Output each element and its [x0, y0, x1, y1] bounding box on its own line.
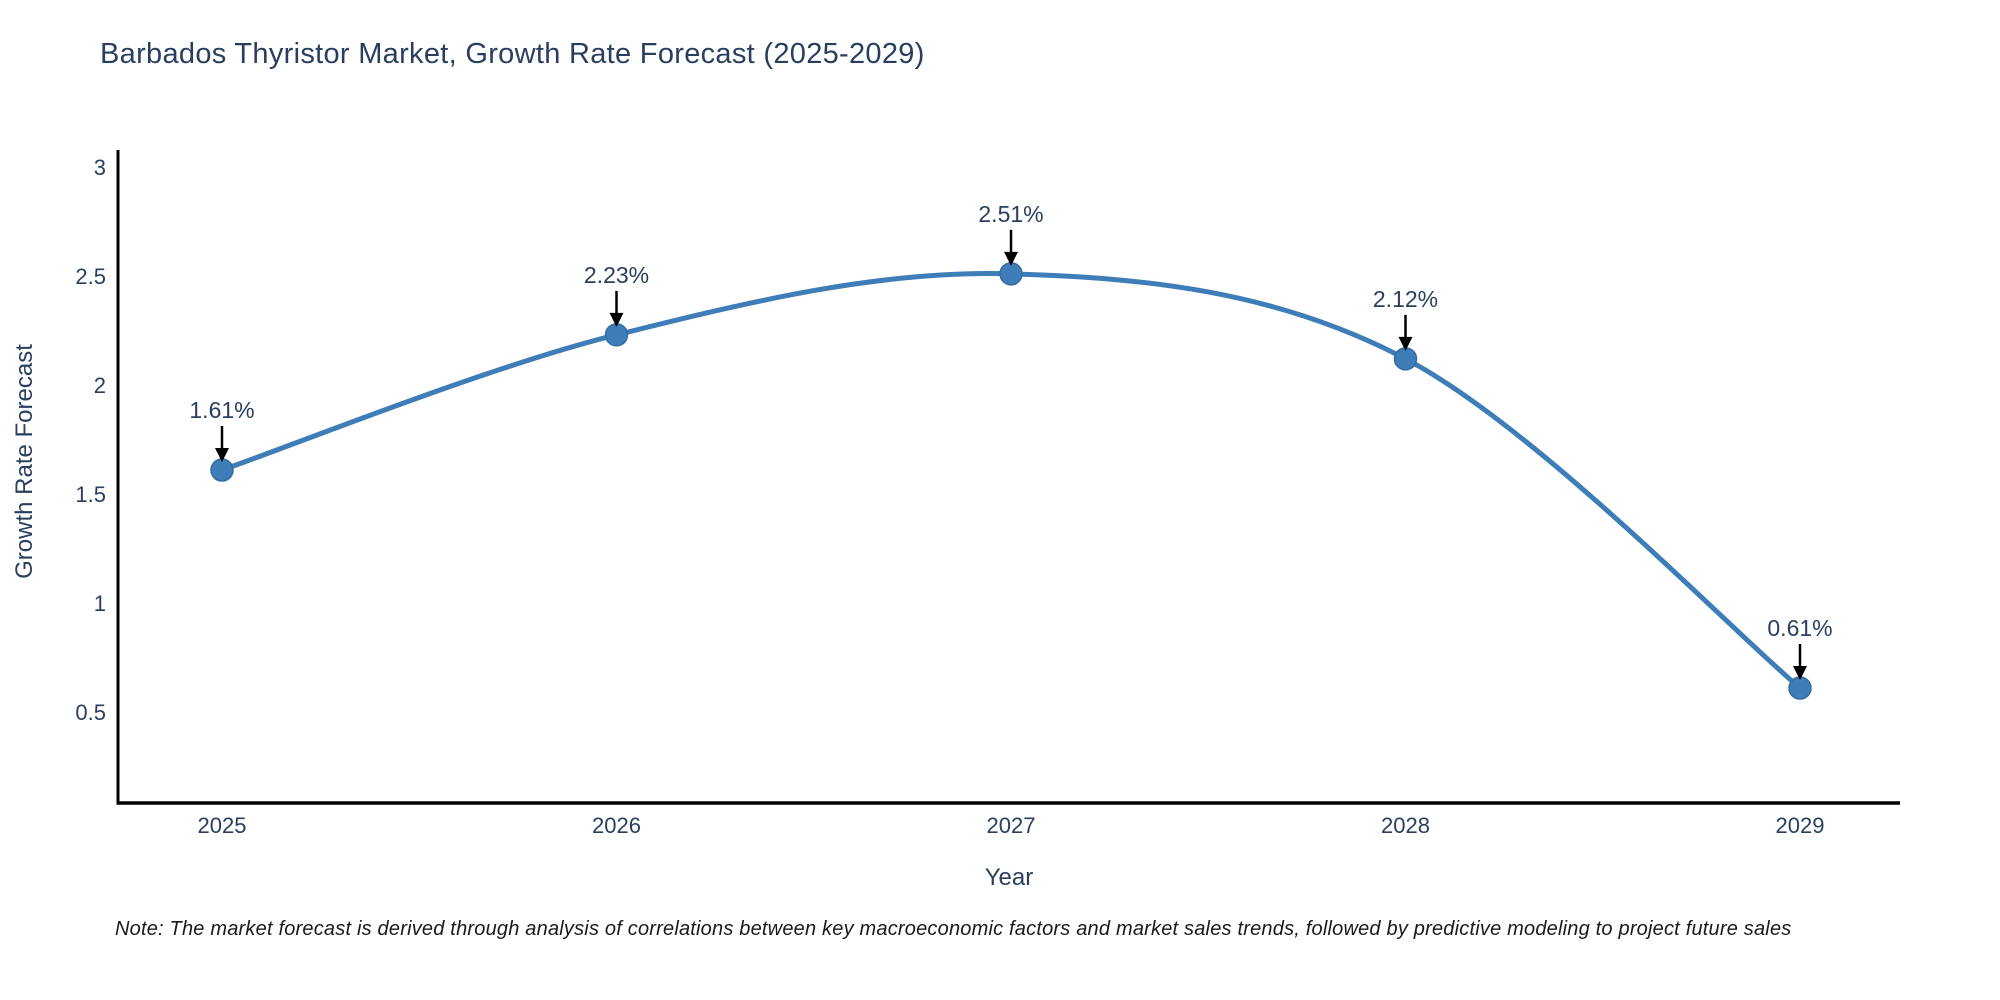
y-axis-title: Growth Rate Forecast	[11, 344, 38, 579]
forecast-line	[219, 270, 1803, 691]
x-tick-label: 2027	[987, 813, 1036, 838]
annotation-arrow-head	[1398, 336, 1413, 351]
annotation-arrow-head	[1004, 251, 1018, 266]
y-tick-label: 0.5	[75, 700, 106, 725]
x-axis-title: Year	[985, 864, 1034, 891]
point-value-label: 0.61%	[1767, 615, 1832, 641]
chart-footnote: Note: The market forecast is derived thr…	[115, 918, 1792, 940]
x-tick-label: 2026	[592, 813, 641, 838]
data-point-marker	[604, 323, 629, 347]
y-tick-label: 3	[94, 155, 106, 180]
chart-title: Barbados Thyristor Market, Growth Rate F…	[100, 38, 925, 70]
annotation-arrow-head	[609, 312, 624, 327]
y-tick-label: 1.5	[75, 482, 106, 507]
y-tick-label: 1	[94, 591, 106, 616]
x-tick-label: 2029	[1776, 813, 1825, 838]
y-tick-label: 2.5	[75, 264, 106, 289]
x-tick-label: 2025	[198, 813, 247, 838]
x-tick-label: 2028	[1381, 813, 1430, 838]
data-point-marker	[999, 262, 1023, 286]
point-value-label: 1.61%	[189, 397, 254, 423]
annotation-arrow-head	[215, 448, 229, 463]
point-value-label: 2.12%	[1373, 286, 1438, 312]
point-value-label: 2.23%	[584, 262, 649, 288]
y-tick-label: 2	[94, 373, 106, 398]
data-point-marker	[210, 458, 234, 482]
annotation-arrow-head	[1793, 666, 1807, 681]
data-point-marker	[1788, 676, 1812, 700]
data-point-marker	[1393, 347, 1418, 371]
point-value-label: 2.51%	[978, 201, 1043, 227]
